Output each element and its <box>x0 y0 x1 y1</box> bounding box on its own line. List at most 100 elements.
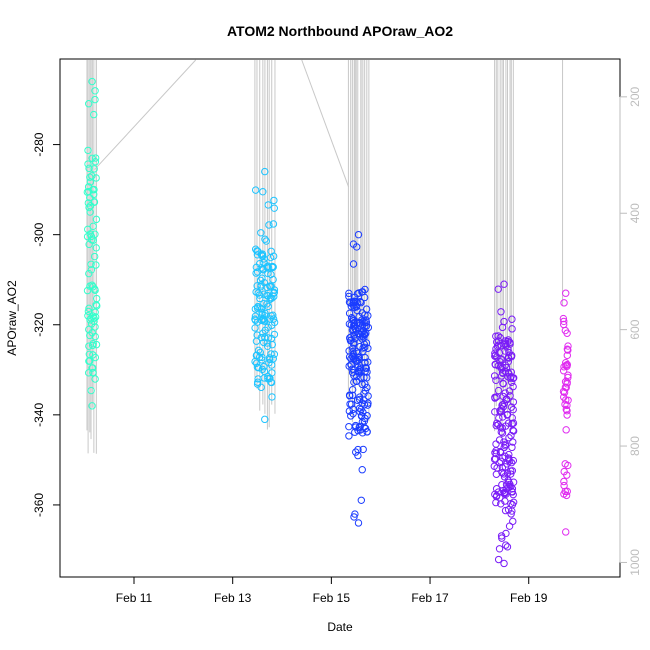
data-point <box>506 482 515 491</box>
data-point <box>505 348 513 357</box>
data-point <box>345 422 353 431</box>
data-point <box>361 414 369 423</box>
data-point <box>354 329 362 338</box>
data-point <box>492 485 501 493</box>
data-point <box>345 309 354 318</box>
data-point <box>502 541 510 549</box>
data-point <box>357 328 366 337</box>
data-point <box>501 422 510 430</box>
data-point <box>509 419 518 427</box>
data-point <box>349 301 357 309</box>
data-point <box>559 387 568 396</box>
data-point <box>251 186 260 194</box>
data-point <box>350 322 359 330</box>
data-point <box>496 362 505 371</box>
data-point <box>90 185 98 194</box>
data-point <box>85 269 93 278</box>
data-point <box>253 282 261 290</box>
x-tick-label: Feb 15 <box>313 591 351 605</box>
data-point <box>348 326 357 334</box>
data-point <box>499 400 507 409</box>
data-point <box>350 355 358 364</box>
data-point <box>261 317 269 325</box>
data-point <box>353 396 362 404</box>
data-point <box>354 349 362 357</box>
data-point <box>492 440 500 448</box>
data-point <box>493 342 502 350</box>
data-point <box>354 519 363 527</box>
data-point <box>507 378 516 386</box>
data-point <box>500 317 508 326</box>
data-point <box>89 351 97 359</box>
data-point <box>492 447 500 455</box>
data-point <box>561 326 570 335</box>
data-point <box>84 160 92 168</box>
data-point <box>496 333 504 342</box>
y-tick-label: -360 <box>32 493 46 517</box>
data-point <box>267 350 275 358</box>
data-point <box>560 317 568 326</box>
data-point <box>257 264 266 272</box>
data-point <box>498 481 506 489</box>
data-point <box>84 146 92 155</box>
data-point <box>502 481 511 489</box>
data-point <box>269 315 278 323</box>
data-point <box>84 307 93 316</box>
chart-title: ATOM2 Northbound APOraw_AO2 <box>227 23 453 39</box>
data-point <box>83 286 92 295</box>
data-point <box>261 235 269 243</box>
data-point <box>503 543 512 551</box>
data-point <box>269 263 277 271</box>
data-point <box>509 426 517 435</box>
data-point <box>268 340 276 349</box>
data-point <box>505 434 513 442</box>
data-point <box>501 497 509 505</box>
data-point <box>258 356 266 364</box>
data-point <box>264 323 272 332</box>
data-point <box>91 95 99 104</box>
data-point <box>85 304 93 313</box>
data-point <box>507 467 515 475</box>
data-point <box>264 269 272 278</box>
data-point <box>253 331 261 339</box>
data-point <box>91 87 99 95</box>
data-point <box>502 529 510 538</box>
y2-tick-label: 200 <box>628 86 642 106</box>
data-point <box>360 401 369 409</box>
y2-tick-label: 400 <box>628 203 642 223</box>
data-point <box>90 252 99 261</box>
data-point <box>252 269 260 277</box>
data-point <box>560 299 568 307</box>
data-point <box>560 388 569 397</box>
data-point <box>497 448 505 457</box>
data-point <box>270 292 278 301</box>
data-point <box>345 407 354 415</box>
data-point <box>253 251 262 259</box>
data-point <box>351 510 359 518</box>
data-point <box>89 369 97 377</box>
data-point <box>497 532 506 540</box>
data-point <box>354 445 362 454</box>
data-point <box>258 365 267 374</box>
data-point <box>505 457 514 465</box>
data-point <box>89 283 97 291</box>
data-point <box>359 347 367 356</box>
y-tick-label: -340 <box>32 403 46 427</box>
data-point <box>559 314 568 323</box>
data-point <box>497 428 505 436</box>
data-point <box>500 559 508 568</box>
data-point <box>259 316 267 324</box>
data-point <box>348 385 357 394</box>
data-point <box>91 286 99 295</box>
data-point <box>498 429 507 437</box>
data-point <box>260 290 268 298</box>
data-point <box>561 460 569 468</box>
data-point <box>91 332 99 341</box>
data-point <box>90 110 98 119</box>
data-point <box>347 333 355 341</box>
y2-tick-label: 800 <box>628 436 642 456</box>
data-point <box>361 285 369 294</box>
data-point <box>349 240 358 248</box>
data-point <box>89 222 97 231</box>
data-point <box>497 405 506 413</box>
